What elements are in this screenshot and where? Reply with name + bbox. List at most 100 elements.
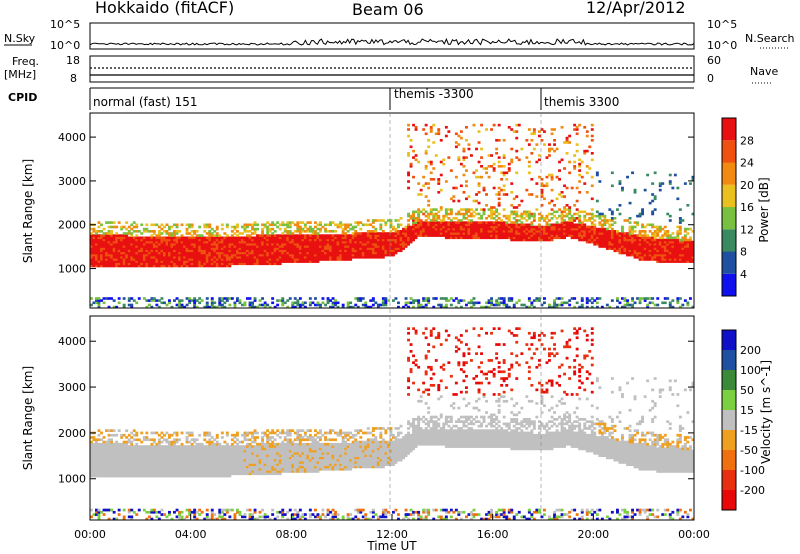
power-cell	[510, 160, 514, 164]
power-cell	[575, 128, 579, 131]
power-cell	[381, 256, 385, 259]
power-cell	[550, 225, 554, 229]
power-cell	[334, 258, 337, 261]
power-cell	[444, 230, 448, 233]
power-cell	[286, 249, 290, 253]
power-cell	[628, 225, 632, 229]
velocity-cell	[110, 463, 113, 466]
power-cell	[228, 253, 232, 257]
power-cell	[298, 227, 302, 231]
power-cell	[303, 251, 307, 255]
power-cell	[168, 301, 171, 305]
power-cell	[198, 234, 202, 237]
power-cell	[538, 219, 541, 222]
power-cell	[545, 217, 549, 220]
power-cell	[316, 223, 320, 227]
power-cell	[555, 305, 559, 309]
velocity-cell	[132, 463, 136, 466]
power-cell	[490, 303, 493, 307]
power-cell	[666, 212, 670, 216]
power-cell	[344, 256, 348, 259]
power-cell	[394, 232, 398, 235]
power-cell	[590, 184, 594, 188]
power-cell	[351, 256, 355, 259]
power-cell	[661, 251, 665, 255]
power-cell	[497, 221, 501, 224]
power-cell	[442, 214, 446, 218]
velocity-cell	[135, 433, 139, 437]
power-cell	[394, 234, 398, 237]
power-cell	[193, 297, 197, 300]
velocity-cell	[105, 456, 108, 460]
power-cell	[190, 253, 194, 257]
power-cell	[346, 245, 350, 248]
power-cell	[691, 253, 695, 257]
power-cell	[246, 243, 249, 246]
power-cell	[188, 301, 192, 305]
power-cell	[175, 225, 179, 229]
velocity-cell	[130, 472, 134, 476]
power-cell	[658, 182, 662, 185]
power-cell	[555, 297, 559, 300]
power-cell	[449, 219, 453, 222]
power-cell	[288, 256, 292, 259]
power-cell	[505, 193, 509, 196]
velocity-cell	[142, 438, 146, 442]
velocity-cell	[125, 429, 129, 432]
power-cell	[110, 230, 113, 233]
power-cell	[570, 230, 574, 233]
power-cell	[414, 236, 418, 240]
power-cell	[331, 253, 335, 257]
velocity-cell	[160, 454, 164, 457]
power-cell	[530, 221, 534, 224]
power-cell	[241, 256, 244, 259]
power-cell	[648, 251, 652, 255]
power-cell	[271, 227, 275, 231]
velocity-cell	[102, 456, 106, 460]
power-cell	[308, 245, 312, 248]
power-cell	[173, 299, 176, 302]
power-cell	[233, 256, 237, 259]
power-cell	[444, 180, 448, 183]
velocity-cell	[157, 463, 161, 466]
power-cell	[152, 245, 156, 248]
velocity-cell	[115, 452, 119, 455]
velocity-cell	[145, 445, 149, 448]
power-cell	[379, 303, 383, 307]
power-cell	[565, 232, 569, 235]
power-cell	[286, 260, 290, 263]
power-cell	[266, 256, 270, 259]
power-cell	[555, 223, 559, 227]
power-cell	[160, 253, 164, 257]
velocity-cell	[122, 474, 126, 478]
power-cell	[198, 247, 202, 250]
power-cell	[387, 251, 390, 255]
power-cell	[638, 212, 642, 216]
velocity-cell	[150, 465, 154, 469]
power-cell	[633, 221, 637, 224]
power-cell	[553, 149, 556, 153]
power-cell	[228, 303, 232, 307]
velocity-cell	[127, 458, 131, 462]
power-cell	[364, 247, 368, 250]
power-cell	[495, 234, 499, 237]
power-cell	[621, 186, 624, 190]
power-cell	[580, 297, 584, 300]
power-panel-frame	[89, 112, 695, 309]
power-cell	[286, 253, 290, 257]
power-cell	[354, 245, 358, 248]
velocity-cell	[100, 458, 103, 462]
velocity-cell	[165, 440, 169, 444]
power-cell	[676, 225, 680, 229]
power-cell	[175, 240, 179, 244]
power-cell	[673, 240, 677, 244]
power-cell	[321, 245, 325, 248]
power-cell	[648, 240, 652, 244]
power-cell	[117, 253, 121, 257]
power-cell	[641, 238, 644, 242]
power-cell	[530, 193, 534, 196]
velocity-cell	[160, 465, 164, 469]
power-cell	[442, 230, 446, 233]
velocity-cell	[180, 445, 184, 448]
beam-title: Beam 06	[352, 0, 424, 19]
